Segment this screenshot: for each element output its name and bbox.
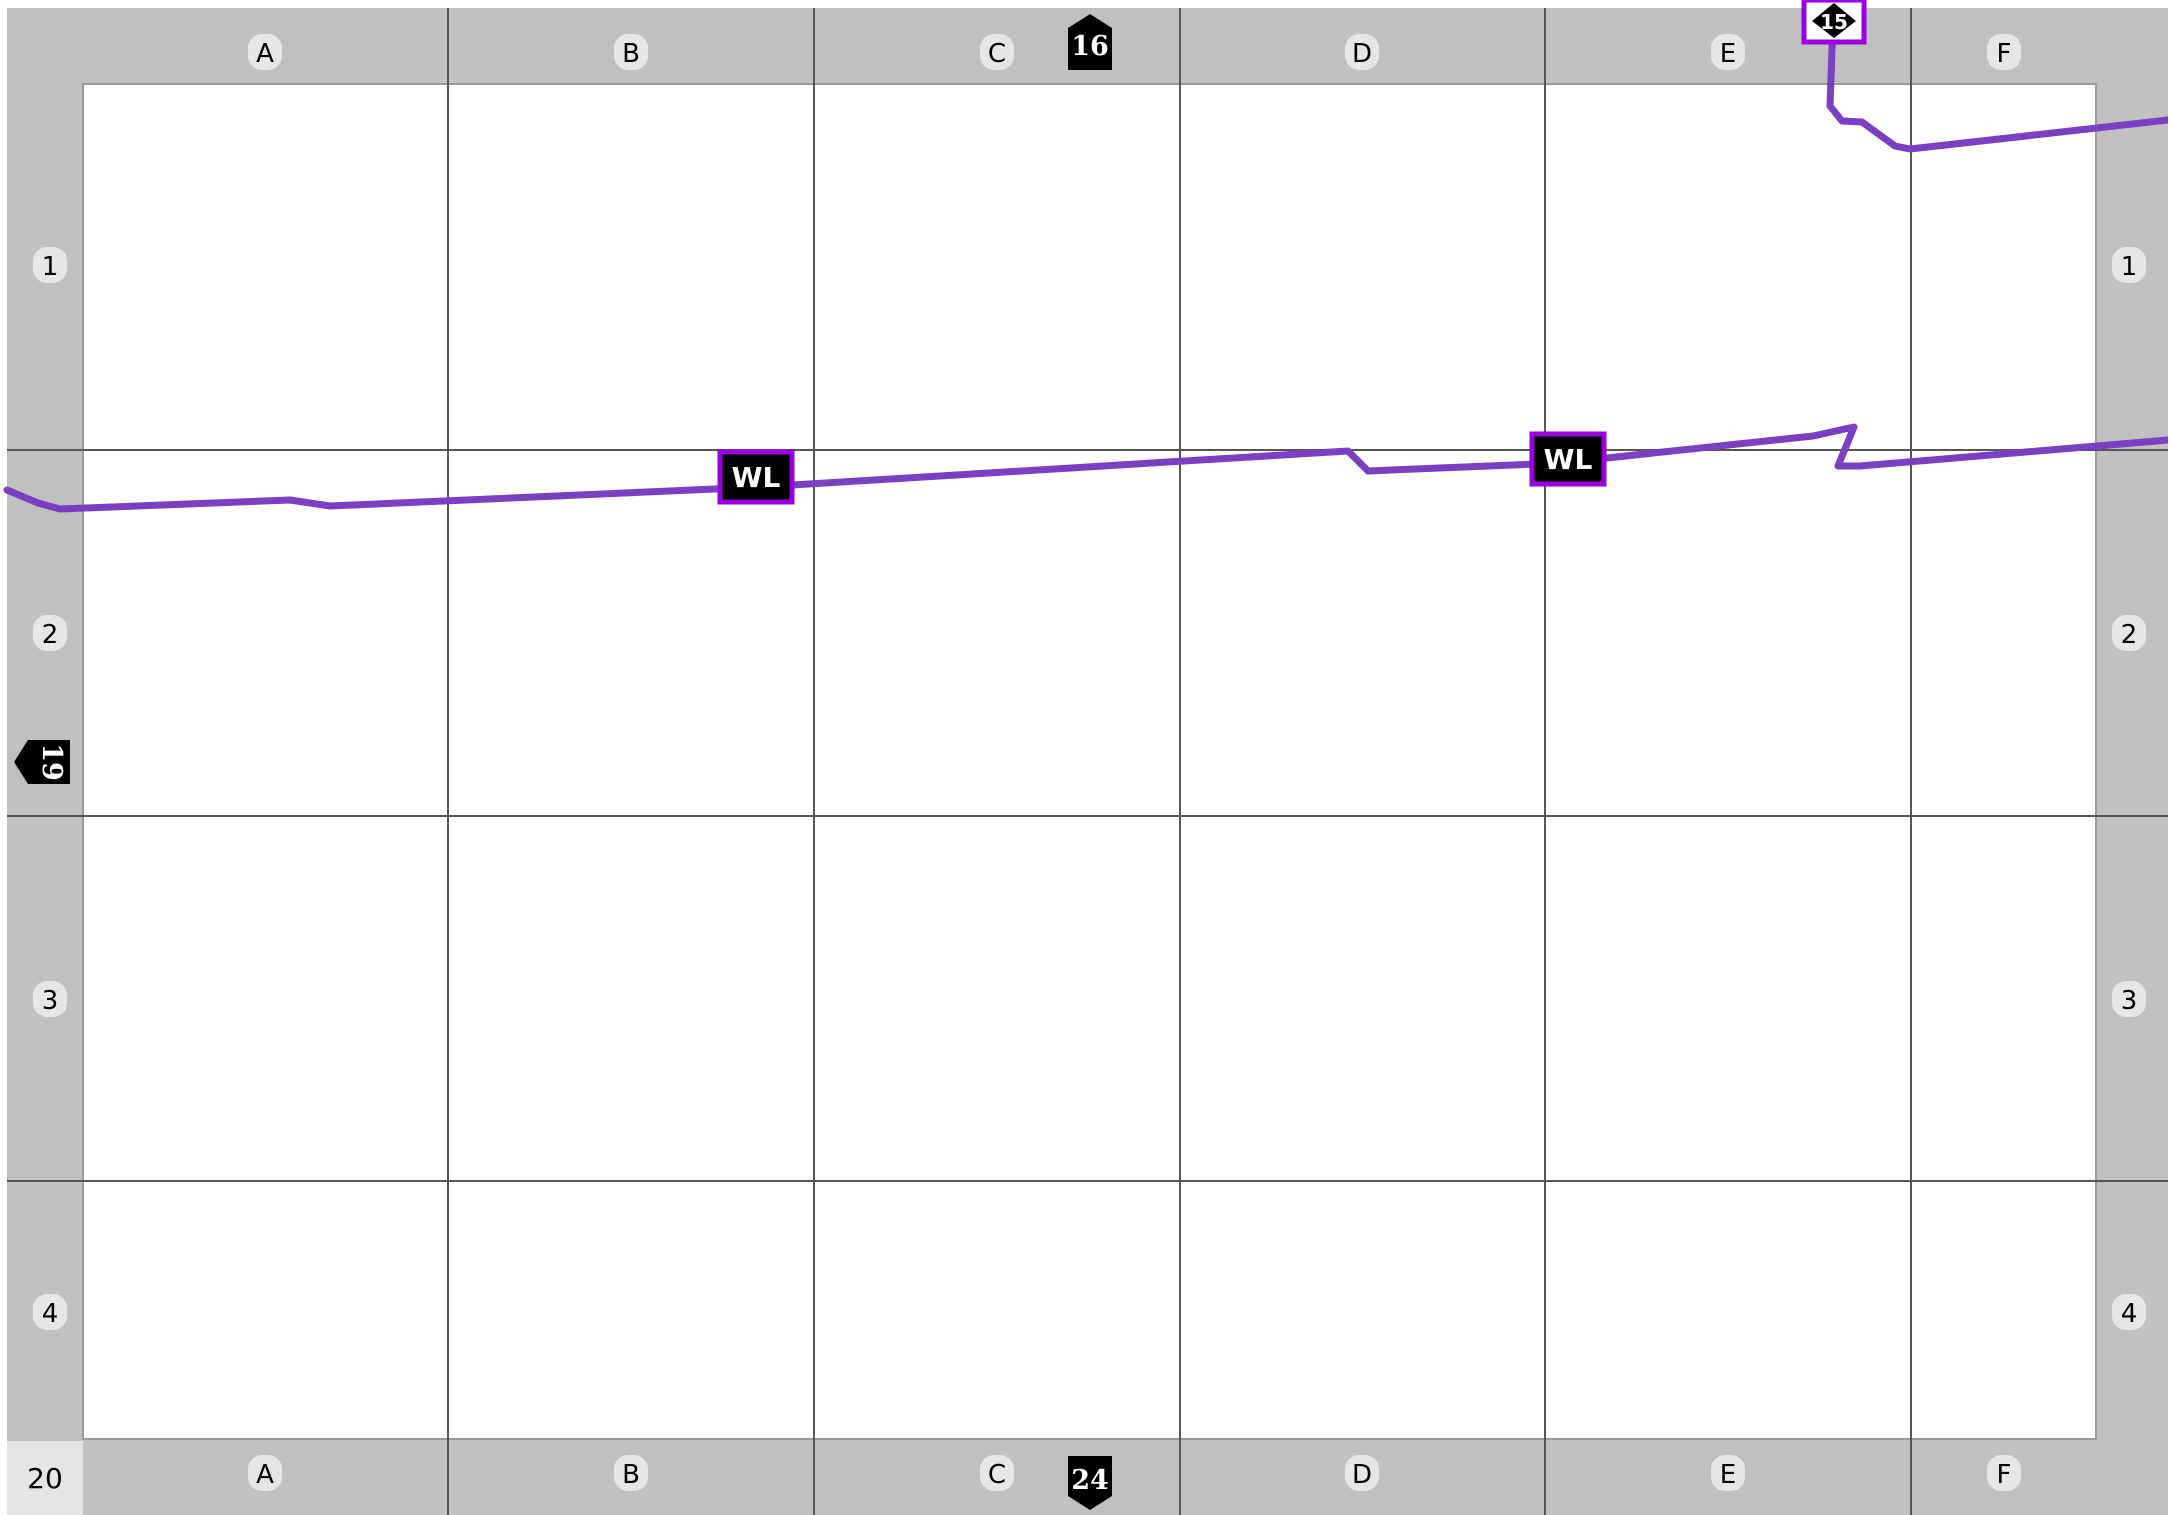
svg-text:16: 16 [1071, 31, 1109, 62]
arrow-up-icon [1068, 14, 1112, 70]
route-lines [3, 18, 2168, 513]
svg-text:2: 2 [42, 620, 59, 650]
svg-text:E: E [1720, 39, 1736, 69]
svg-text:3: 3 [2121, 986, 2138, 1016]
svg-text:C: C [988, 39, 1006, 69]
svg-text:4: 4 [2121, 1299, 2138, 1329]
svg-text:C: C [988, 1460, 1006, 1490]
svg-text:24: 24 [1071, 1465, 1109, 1496]
wl-marker-2: WL [1529, 431, 1607, 487]
top-column-labels: A B C D E F [248, 34, 2021, 70]
svg-text:D: D [1352, 1460, 1372, 1490]
svg-text:WL: WL [732, 461, 781, 494]
wl-marker-1: WL [717, 449, 795, 505]
route-line-upper [1826, 18, 2168, 153]
map-area [82, 83, 2097, 1440]
column-label-top-a: A [248, 34, 282, 70]
column-label-bottom-a: A [248, 1455, 282, 1491]
arrow-left-icon [14, 740, 70, 784]
page-number: 20 [27, 1462, 63, 1495]
highway-shield-icon: 15 [1801, 0, 1867, 45]
svg-text:A: A [256, 1460, 274, 1490]
right-row-labels: 1 2 3 4 [2112, 247, 2146, 1330]
svg-text:3: 3 [42, 986, 59, 1016]
column-label-top-f: F [1987, 34, 2021, 70]
bottom-column-labels: A B C D E F [248, 1455, 2021, 1491]
svg-text:F: F [1997, 1460, 2012, 1490]
row-label-left-4: 4 [33, 1294, 67, 1330]
adjacent-page-left[interactable]: 19 [14, 740, 70, 784]
row-label-left-2: 2 [33, 615, 67, 651]
adjacent-page-top[interactable]: 16 [1068, 14, 1112, 70]
row-label-right-3: 3 [2112, 981, 2146, 1017]
arrow-down-icon [1068, 1456, 1112, 1510]
svg-text:B: B [622, 39, 640, 69]
column-label-bottom-d: D [1345, 1455, 1379, 1491]
column-label-bottom-c: C [980, 1455, 1014, 1491]
column-label-bottom-b: B [614, 1455, 648, 1491]
svg-text:2: 2 [2121, 620, 2138, 650]
svg-text:4: 4 [42, 1299, 59, 1329]
column-label-top-d: D [1345, 34, 1379, 70]
svg-text:F: F [1997, 39, 2012, 69]
row-label-right-4: 4 [2112, 1294, 2146, 1330]
svg-text:1: 1 [42, 252, 59, 282]
svg-text:19: 19 [36, 743, 67, 781]
svg-text:B: B [622, 1460, 640, 1490]
adjacent-page-bottom[interactable]: 24 [1068, 1456, 1112, 1510]
svg-text:D: D [1352, 39, 1372, 69]
column-label-bottom-e: E [1711, 1455, 1745, 1491]
svg-text:WL: WL [1544, 443, 1593, 476]
row-label-right-2: 2 [2112, 615, 2146, 651]
svg-text:A: A [256, 39, 274, 69]
column-label-top-c: C [980, 34, 1014, 70]
svg-text:1: 1 [2121, 252, 2138, 282]
column-label-top-e: E [1711, 34, 1745, 70]
page-number-box [7, 1441, 83, 1515]
svg-text:15: 15 [1820, 10, 1848, 34]
svg-text:E: E [1720, 1460, 1736, 1490]
left-row-labels: 1 2 3 4 [33, 247, 67, 1330]
route-line-main [3, 423, 2168, 513]
row-label-left-1: 1 [33, 247, 67, 283]
grid-lines [7, 8, 2168, 1515]
column-label-top-b: B [614, 34, 648, 70]
row-label-left-3: 3 [33, 981, 67, 1017]
row-label-right-1: 1 [2112, 247, 2146, 283]
column-label-bottom-f: F [1987, 1455, 2021, 1491]
